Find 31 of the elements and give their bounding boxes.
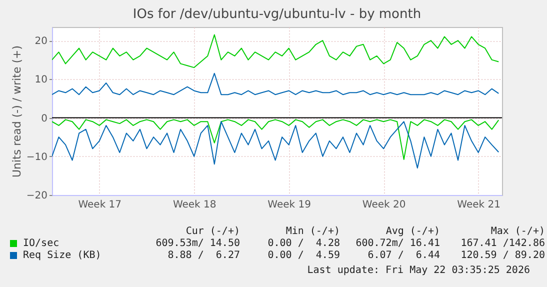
y-axis-title: Units read (-) / write (+) xyxy=(10,45,24,178)
text: Avg (-/+) xyxy=(384,226,440,237)
x-tick-label: Week 18 xyxy=(172,200,216,210)
text: Cur (-/+) xyxy=(184,226,240,237)
x-tick-label: Week 20 xyxy=(362,200,406,210)
text: 8.88 / 6.27 xyxy=(166,250,240,261)
y-tick-label: 20 xyxy=(34,36,48,48)
line-series xyxy=(52,119,500,160)
text: 609.53m/ 14.50 xyxy=(154,238,240,249)
line-series xyxy=(52,72,500,96)
x-tick-label: Week 19 xyxy=(268,200,311,210)
text: 120.59 / 89.20 xyxy=(460,250,545,261)
line-series xyxy=(52,121,500,168)
text: Max (-/+) xyxy=(490,226,545,237)
y-tick-label: −10 xyxy=(26,152,48,163)
y-tick-label: −20 xyxy=(26,190,48,202)
x-tick-label: Week 17 xyxy=(78,200,122,210)
chart-title: IOs for /dev/ubuntu-vg/ubuntu-lv - by month xyxy=(132,7,422,22)
legend-label: IO/sec xyxy=(23,238,60,249)
x-tick-label: Week 21 xyxy=(457,200,500,210)
line-series xyxy=(52,34,500,68)
y-tick-label: 0 xyxy=(41,113,48,124)
text: 0.00 / 4.28 xyxy=(266,238,340,249)
text: 6.07 / 6.44 xyxy=(366,250,440,261)
text: 0.00 / 4.59 xyxy=(266,250,340,261)
text: Min (-/+) xyxy=(284,226,340,237)
legend-label: Req Size (KB) xyxy=(23,250,102,261)
text: 167.41 /142.86 xyxy=(460,238,545,249)
text: 600.72m/ 16.41 xyxy=(354,238,440,249)
y-tick-label: 10 xyxy=(34,74,48,86)
text: Last update: Fri May 22 03:35:25 2026 xyxy=(307,265,530,276)
